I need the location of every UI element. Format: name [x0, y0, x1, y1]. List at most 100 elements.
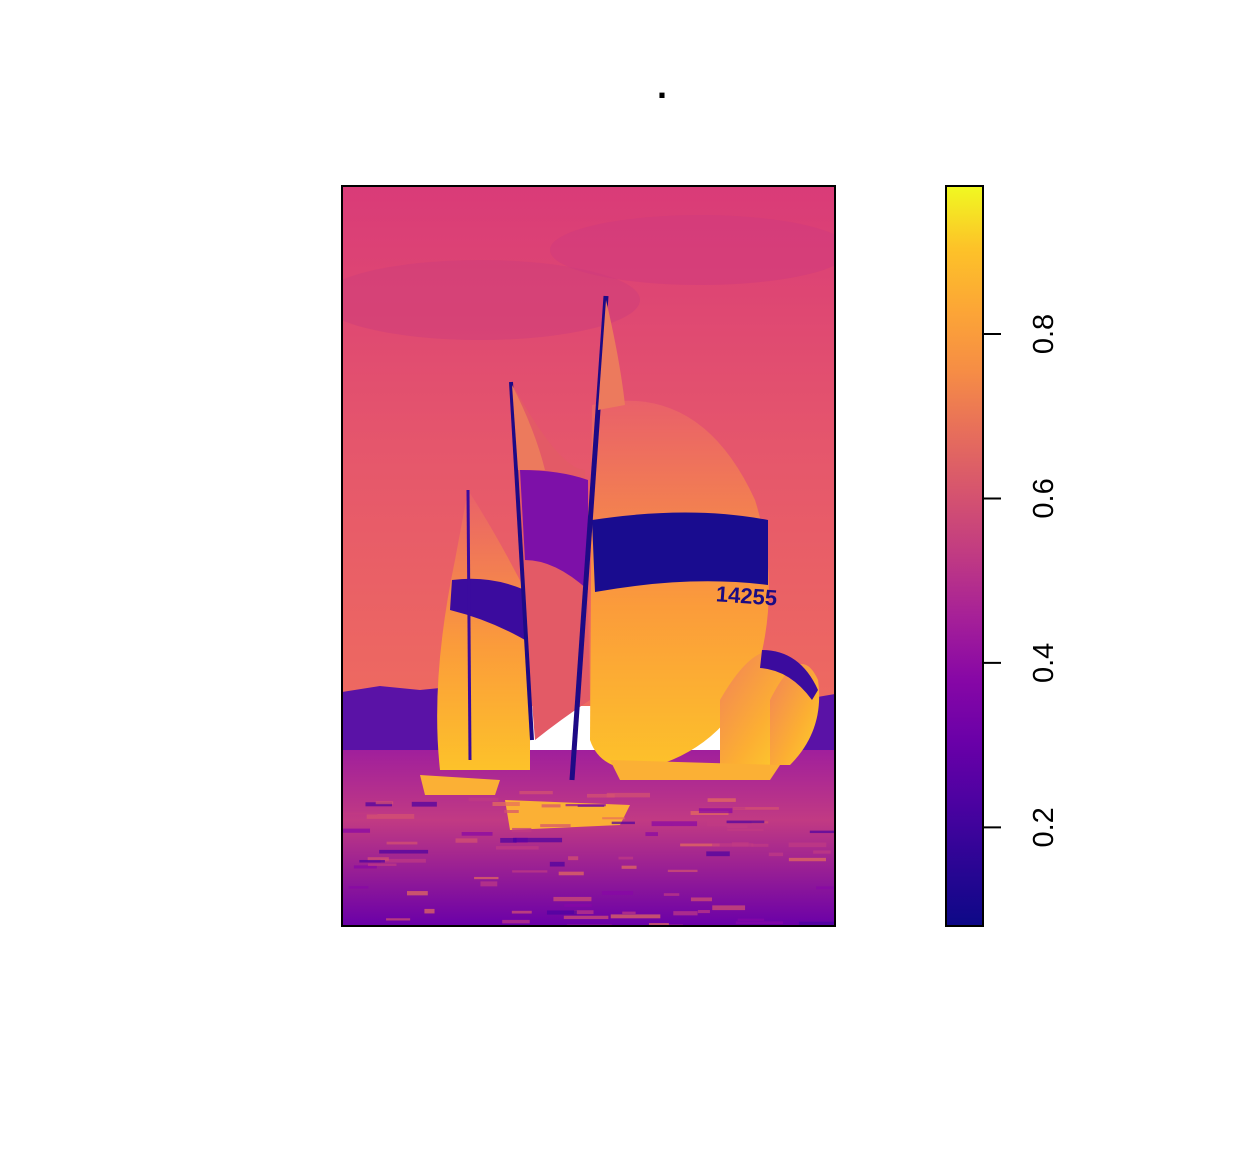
colorbar-tick-label: 0.2: [1028, 807, 1060, 847]
water-ripple: [697, 910, 710, 914]
plot-frame: [341, 185, 836, 927]
water-ripple: [673, 911, 698, 916]
water-ripple: [651, 821, 698, 827]
sail-number: 14255: [715, 581, 778, 610]
sail-right-band: [760, 650, 818, 700]
water-ripple: [610, 914, 661, 919]
colorbar-tick-label: 0.4: [1028, 643, 1060, 683]
water-ripple: [667, 869, 698, 873]
water-ripple: [602, 817, 625, 820]
water-ripple: [519, 790, 553, 795]
topsail-main: [598, 300, 625, 410]
water-ripple: [342, 812, 378, 815]
water-ripple: [541, 804, 561, 808]
water-ripple: [809, 830, 835, 834]
colorbar-axis: 0.2 0.4 0.6 0.8: [983, 314, 1060, 847]
water-ripple: [353, 865, 377, 869]
water-ripple: [367, 863, 397, 866]
water-ripple: [663, 893, 680, 896]
hull-back: [420, 775, 500, 795]
water-ripple: [706, 851, 730, 857]
cloud-band-2: [550, 215, 835, 285]
water-ripple: [707, 798, 736, 802]
water-ripple: [406, 891, 428, 896]
water-ripple: [587, 793, 615, 798]
water-ripple: [564, 904, 592, 907]
water-ripple: [788, 857, 826, 862]
water-ripple: [455, 838, 478, 843]
water-ripple: [727, 824, 748, 829]
water-ripple: [411, 801, 437, 807]
water-ripple: [474, 876, 499, 880]
water-ripple: [512, 837, 563, 843]
mast-back: [466, 489, 472, 761]
water-ripple: [492, 802, 520, 807]
water-ripple: [386, 841, 418, 845]
colorbar-tick-label: 0.6: [1028, 478, 1060, 518]
water-ripple: [366, 813, 415, 819]
water-ripple: [648, 923, 669, 926]
water-ripple: [480, 881, 498, 887]
water-ripple: [788, 842, 827, 848]
sail-main-dark-band: [592, 512, 768, 592]
water-ripple: [549, 861, 565, 867]
sail-main-spinnaker: [590, 400, 769, 770]
water-ripple: [568, 856, 579, 861]
water-ripple: [751, 843, 769, 847]
water-ripple: [461, 832, 493, 836]
water-ripple: [737, 918, 765, 921]
heatmap-image: 14255: [342, 186, 835, 926]
water-ripple: [735, 921, 783, 925]
colorbar-tick-label: 0.8: [1028, 314, 1060, 354]
water-ripple: [622, 911, 636, 915]
water-ripple: [375, 801, 394, 805]
water-ripple: [698, 808, 733, 814]
water-ripple: [621, 865, 637, 869]
water-ripple: [680, 843, 720, 847]
water-ripple: [618, 856, 634, 860]
mast-middle: [509, 381, 534, 741]
water-ripple: [386, 918, 411, 921]
water-ripple: [574, 910, 594, 915]
water-ripple: [502, 919, 530, 924]
water-ripple: [342, 828, 371, 833]
water-ripple: [706, 821, 730, 827]
water-ripple: [606, 792, 651, 798]
water-ripple: [563, 915, 609, 920]
water-ripple: [726, 820, 765, 824]
water-ripple: [727, 828, 764, 831]
water-ripple: [733, 807, 779, 810]
water-ripple: [512, 870, 548, 873]
water-ripple: [359, 859, 385, 863]
hull-right: [610, 760, 780, 780]
water-ripple: [768, 852, 784, 857]
water-ripple: [611, 821, 635, 825]
cloud-band: [342, 260, 640, 340]
water-ripple: [798, 921, 835, 926]
water-ripple: [816, 886, 835, 890]
water-ripple: [540, 824, 571, 828]
topsail-middle: [512, 385, 545, 470]
water-ripple: [558, 871, 584, 876]
water-ripple: [424, 908, 435, 914]
water-ripple: [712, 905, 746, 911]
water-ripple: [731, 842, 749, 847]
water-ripple: [601, 891, 634, 895]
water-ripple: [813, 850, 831, 854]
water-ripple: [504, 810, 519, 813]
water-ripple: [468, 797, 499, 802]
hull-front: [505, 800, 630, 830]
sail-back-left: [437, 490, 530, 770]
water-ripple: [496, 846, 539, 850]
water-ripple: [500, 837, 517, 843]
water-ripple: [553, 896, 592, 902]
water-ripple: [365, 802, 392, 807]
water-ripple: [348, 886, 369, 889]
water-ripple: [511, 910, 532, 914]
chart-title: .: [657, 65, 667, 106]
water-ripple: [565, 804, 606, 807]
water-ripple: [512, 827, 532, 833]
water-ripple: [645, 832, 658, 837]
water-ripple: [546, 910, 577, 915]
